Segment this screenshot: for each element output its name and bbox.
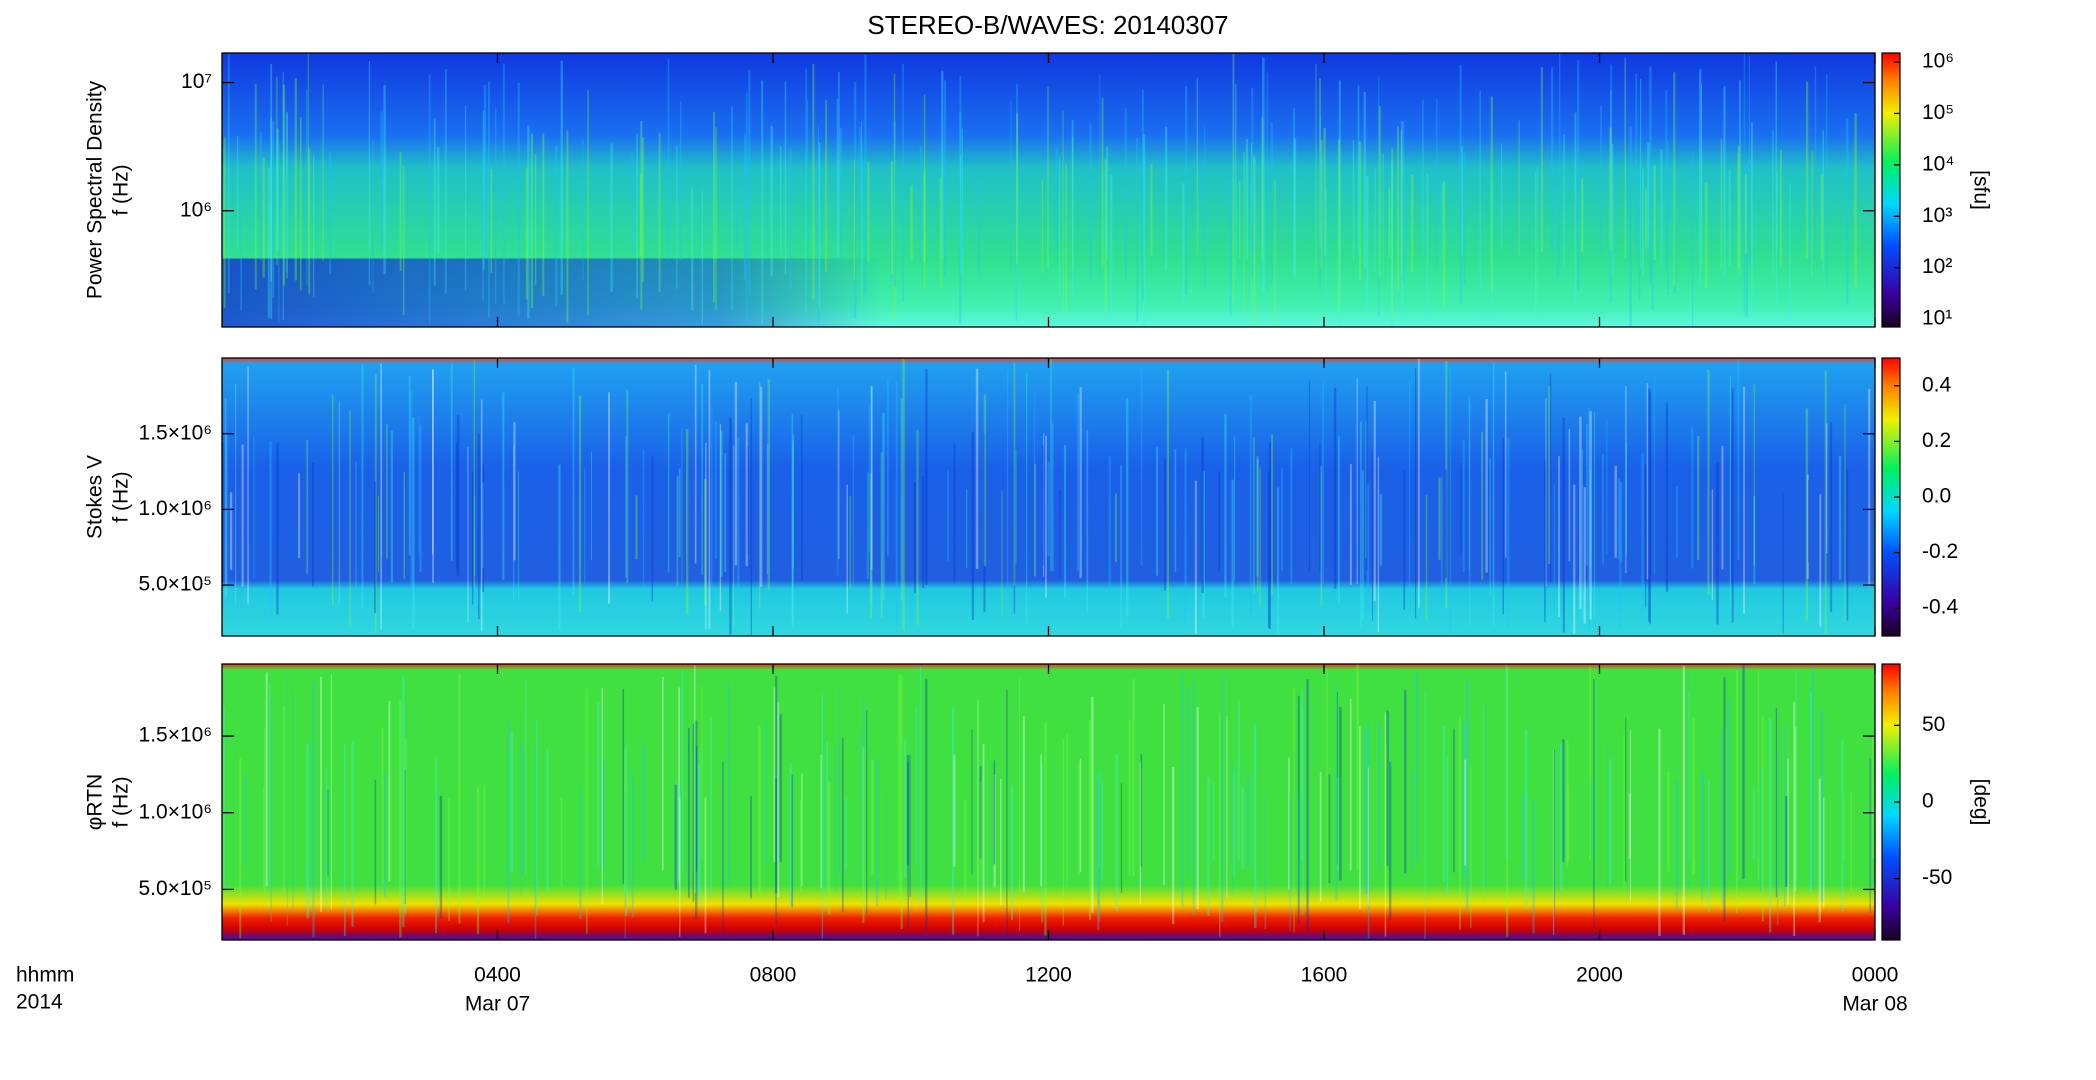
y-axis-label: Stokes V: [84, 455, 107, 539]
colorbar-tick-label: 10¹: [1922, 307, 1952, 330]
x-tick-label: 2000: [1576, 964, 1623, 987]
x-tick-label: 0800: [750, 964, 797, 987]
colorbar-label: [sfu]: [1969, 170, 1992, 210]
y-axis-label: f (Hz): [110, 164, 133, 215]
x-tick-label: 0400: [474, 964, 521, 987]
spectrogram: [222, 358, 1875, 636]
y-tick-label: 10⁶: [180, 198, 212, 221]
time-label: 2014: [16, 991, 63, 1014]
x-tick-label: 0000: [1852, 964, 1899, 987]
colorbar-tick-label: 10⁶: [1922, 50, 1954, 73]
y-tick-label: 1.5×10⁶: [139, 724, 212, 747]
y-tick-label: 10⁷: [181, 70, 212, 93]
colorbar-tick-label: 50: [1922, 713, 1945, 736]
y-tick-label: 5.0×10⁵: [138, 573, 212, 596]
spectrogram-shade: [222, 258, 1875, 327]
y-tick-label: 5.0×10⁵: [138, 877, 212, 900]
time-label: hhmm: [16, 964, 74, 987]
colorbar-tick-label: 10³: [1922, 204, 1952, 227]
colorbar-label: [deg]: [1969, 779, 1992, 826]
y-tick-label: 1.0×10⁶: [139, 497, 212, 520]
y-axis-label: Power Spectral Density: [84, 80, 107, 299]
colorbar-tick-label: 0.0: [1922, 485, 1951, 508]
x-date-label: Mar 07: [465, 993, 530, 1016]
colorbar-tick-label: -0.2: [1922, 540, 1958, 563]
colorbar-tick-label: -0.4: [1922, 596, 1959, 619]
y-tick-label: 1.5×10⁶: [139, 421, 212, 444]
y-axis-label: f (Hz): [110, 776, 133, 827]
colorbar: [1881, 52, 1901, 328]
colorbar-tick-label: 0.4: [1922, 373, 1952, 396]
x-tick-label: 1600: [1301, 964, 1348, 987]
spectrogram: [222, 664, 1875, 940]
x-date-label: Mar 08: [1842, 993, 1907, 1016]
y-axis-label: φRTN: [84, 774, 107, 830]
x-tick-label: 1200: [1025, 964, 1072, 987]
colorbar-tick-label: 10⁴: [1922, 152, 1954, 175]
colorbar-tick-label: 0: [1922, 790, 1934, 813]
y-axis-label: f (Hz): [110, 471, 133, 522]
colorbar-tick-label: -50: [1922, 866, 1952, 889]
colorbar-tick-label: 10²: [1922, 255, 1952, 278]
y-tick-label: 1.0×10⁶: [139, 800, 212, 823]
chart-title: STEREO-B/WAVES: 20140307: [867, 10, 1228, 40]
colorbar-tick-label: 0.2: [1922, 429, 1951, 452]
colorbar-tick-label: 10⁵: [1922, 101, 1954, 124]
